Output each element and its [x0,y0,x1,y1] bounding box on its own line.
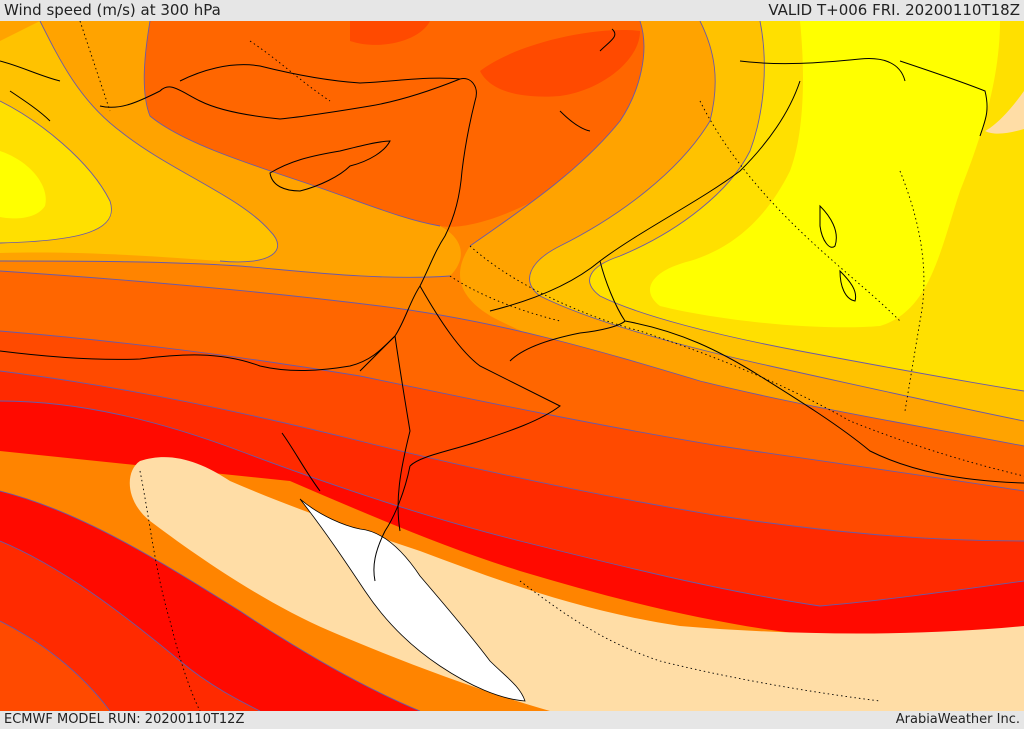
header-bar: Wind speed (m/s) at 300 hPa VALID T+006 … [0,0,1024,21]
map-canvas [0,21,1024,711]
political-lines [179,58,1024,582]
coastlines [0,28,988,492]
credit: ArabiaWeather Inc. [895,712,1020,727]
band-tan-east-corner [985,91,1024,134]
valid-time: VALID T+006 FRI. 20200110T18Z [768,1,1020,19]
wind-speed-map[interactable] [0,21,1024,711]
footer-bar: ECMWF MODEL RUN: 20200110T12Z ArabiaWeat… [0,711,1024,729]
wind-contours [0,21,1024,711]
map-title: Wind speed (m/s) at 300 hPa [4,1,221,19]
band-red-orange-southwest [0,621,110,711]
band-red-mid [0,371,1024,606]
band-red-orange-north [350,21,640,97]
band-yellow-east [650,21,1000,328]
country-borders [79,21,1024,711]
band-red-orange-mid [0,331,1024,541]
band-tan-south [129,457,1024,711]
model-run: ECMWF MODEL RUN: 20200110T12Z [4,712,245,727]
band-yellow-west [0,151,46,219]
red-sea-water [299,498,526,702]
band-orange-dark-mid [0,271,1024,491]
band-bright-red-jet [0,401,1024,711]
